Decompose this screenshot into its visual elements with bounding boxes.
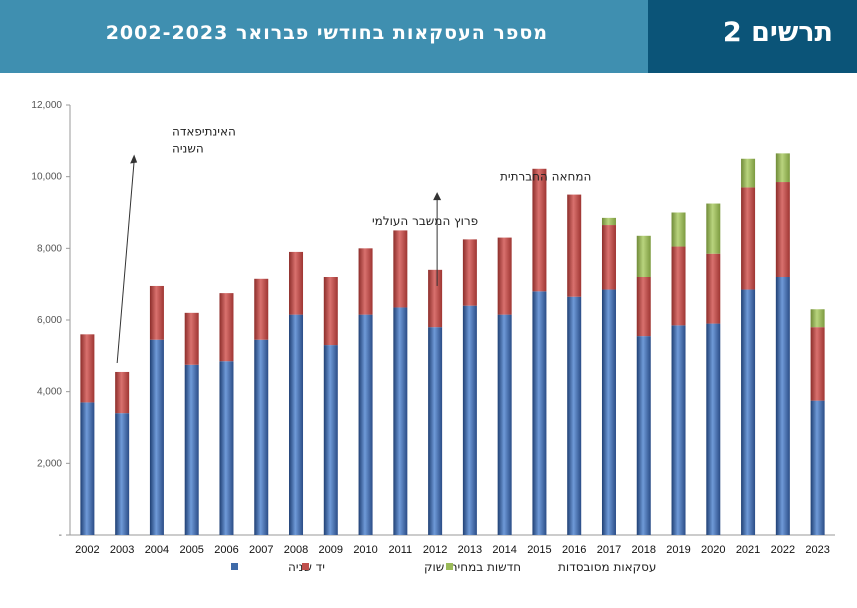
figure-label-box (648, 0, 857, 73)
bar-segment (462, 305, 477, 535)
bar-segment (671, 246, 686, 326)
x-tick-label: 2016 (562, 544, 586, 556)
legend-label: חדשות במחירי שוק (424, 560, 521, 574)
title-bar (0, 0, 648, 73)
bar-segment (115, 413, 130, 535)
x-tick-label: 2014 (492, 544, 516, 556)
bar-segment (532, 291, 547, 535)
legend-swatch (302, 563, 309, 570)
annotation-label: המחאה החברתית (500, 169, 591, 183)
bar-segment (80, 402, 95, 535)
bar-segment (115, 371, 130, 414)
bar-segment (219, 293, 234, 362)
y-tick-label: 6,000 (37, 315, 62, 326)
x-tick-label: 2004 (145, 544, 169, 556)
bar-segment (601, 225, 616, 290)
bar-segment (358, 314, 373, 535)
bar-segment (393, 307, 408, 535)
y-tick-label: 10,000 (31, 172, 62, 183)
bar-segment (810, 400, 825, 535)
bar-segment (741, 289, 756, 535)
x-tick-label: 2017 (597, 544, 621, 556)
bar-segment (358, 248, 373, 315)
bar-segment (810, 309, 825, 328)
x-tick-label: 2011 (389, 544, 413, 556)
y-tick-label: - (59, 530, 62, 541)
annotation-label: פרוץ המשבר העולמי (372, 214, 478, 228)
header-banner: מספר העסקאות בחודשי פברואר 2002-2023 תרש… (0, 0, 857, 73)
x-tick-label: 2018 (632, 544, 656, 556)
bar-segment (428, 269, 443, 328)
bar-segment (775, 182, 790, 277)
chart-title: מספר העסקאות בחודשי פברואר 2002-2023 (105, 22, 548, 44)
annotation-arrow-line (116, 160, 135, 364)
x-tick-label: 2010 (353, 544, 377, 556)
bar-segment (149, 285, 164, 340)
bar-segment (323, 277, 338, 346)
x-tick-label: 2022 (771, 544, 795, 556)
bar-segment (532, 168, 547, 292)
y-tick-label: 8,000 (37, 243, 62, 254)
x-tick-label: 2003 (110, 544, 134, 556)
bar-segment (323, 345, 338, 535)
x-tick-label: 2012 (423, 544, 447, 556)
annotation-label: השניה (172, 141, 204, 155)
bar-segment (428, 327, 443, 535)
bar-segment (254, 339, 269, 535)
x-tick-label: 2005 (179, 544, 203, 556)
bar-segment (219, 361, 234, 535)
figure-label: תרשים 2 (722, 17, 833, 48)
bar-segment (497, 314, 512, 535)
x-tick-label: 2019 (666, 544, 690, 556)
annotation-arrowhead (433, 192, 442, 201)
bar-segment (636, 277, 651, 337)
legend-label: עסקאות מסובסדות (558, 560, 656, 574)
x-tick-label: 2021 (736, 544, 760, 556)
bar-segment (462, 239, 477, 306)
annotation-label: האינתיפאדה (172, 124, 236, 138)
bar-segment (741, 158, 756, 188)
bar-segment (149, 339, 164, 535)
bar-segment (289, 314, 304, 535)
bar-segment (567, 194, 582, 297)
bar-segment (80, 334, 95, 403)
legend-swatch (446, 563, 453, 570)
x-tick-label: 2015 (527, 544, 551, 556)
y-tick-label: 12,000 (31, 100, 62, 111)
bar-segment (775, 153, 790, 183)
x-tick-label: 2023 (805, 544, 829, 556)
bar-segment (601, 217, 616, 226)
bar-segment (254, 278, 269, 340)
bar-segment (601, 289, 616, 535)
x-tick-label: 2009 (319, 544, 343, 556)
stacked-bar-chart: - 2,000 4,000 6,000 8,000 10,000 12,000 2002 200… (31, 100, 835, 574)
bar-segment (497, 237, 512, 315)
x-tick-label: 2008 (284, 544, 308, 556)
bar-segment (671, 325, 686, 535)
bar-segment (741, 187, 756, 290)
bar-segment (184, 312, 199, 365)
bar-segment (393, 230, 408, 308)
legend-swatch (231, 563, 238, 570)
x-tick-label: 2006 (214, 544, 238, 556)
bar-segment (289, 251, 304, 315)
bar-segment (671, 212, 686, 247)
bar-segment (775, 277, 790, 535)
x-tick-label: 2002 (75, 544, 99, 556)
x-tick-label: 2007 (249, 544, 273, 556)
y-tick-label: 4,000 (37, 387, 62, 398)
bar-segment (706, 323, 721, 535)
bar-segment (184, 364, 199, 535)
bar-segment (706, 253, 721, 324)
bar-segment (567, 296, 582, 535)
bar-segment (636, 235, 651, 277)
x-tick-label: 2020 (701, 544, 725, 556)
x-tick-label: 2013 (458, 544, 482, 556)
y-tick-label: 2,000 (37, 458, 62, 469)
bar-segment (636, 336, 651, 535)
annotation-arrowhead (130, 154, 138, 164)
bar-segment (810, 327, 825, 401)
bar-segment (706, 203, 721, 254)
